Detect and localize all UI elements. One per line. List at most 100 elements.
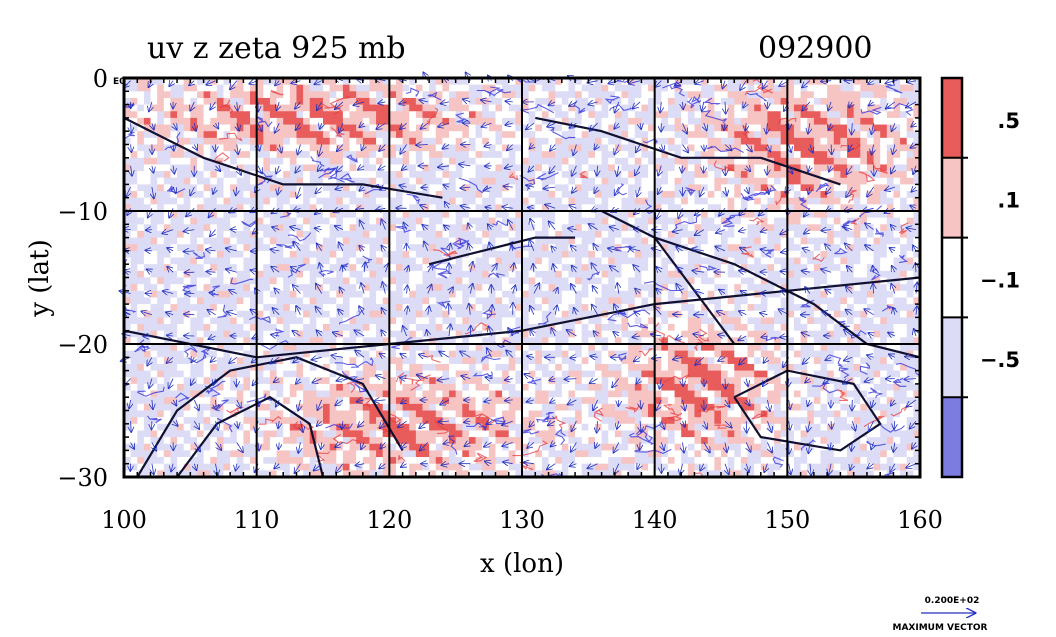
zeta-cell — [336, 250, 344, 258]
zeta-cell — [860, 137, 868, 145]
zeta-cell — [422, 310, 430, 318]
zeta-cell — [840, 197, 848, 205]
zeta-cell — [303, 144, 311, 152]
zeta-cell — [813, 317, 821, 325]
zeta-cell — [203, 290, 211, 298]
zeta-cell — [203, 277, 211, 285]
zeta-cell — [555, 270, 563, 278]
zeta-cell — [774, 344, 782, 352]
zeta-cell — [216, 111, 224, 119]
zeta-cell — [701, 297, 709, 305]
zeta-cell — [608, 217, 616, 225]
zeta-cell — [548, 111, 556, 119]
zeta-cell — [793, 124, 801, 132]
zeta-cell — [721, 224, 729, 232]
zeta-cell — [130, 117, 138, 125]
zeta-cell — [316, 131, 324, 139]
zeta-cell — [223, 350, 231, 358]
zeta-cell — [422, 324, 430, 332]
zeta-cell — [913, 310, 920, 318]
zeta-cell — [628, 297, 636, 305]
zeta-cell — [548, 84, 556, 92]
zeta-cell — [409, 224, 417, 232]
zeta-cell — [780, 117, 788, 125]
zeta-cell — [893, 317, 901, 325]
zeta-cell — [495, 191, 503, 199]
zeta-cell — [389, 217, 397, 225]
zeta-cell — [429, 111, 437, 119]
zeta-cell — [150, 171, 158, 179]
zeta-cell — [429, 337, 437, 345]
zeta-cell — [250, 97, 258, 105]
zeta-cell — [800, 124, 808, 132]
zeta-cell — [707, 197, 715, 205]
zeta-cell — [435, 244, 443, 252]
zeta-cell — [475, 171, 483, 179]
zeta-cell — [760, 250, 768, 258]
zeta-cell — [654, 304, 662, 312]
zeta-cell — [601, 104, 609, 112]
zeta-cell — [575, 277, 583, 285]
zeta-cell — [866, 104, 874, 112]
zeta-cell — [449, 111, 457, 119]
zeta-cell — [667, 264, 675, 272]
zeta-cell — [568, 230, 576, 238]
zeta-cell — [429, 78, 437, 86]
zeta-cell — [475, 317, 483, 325]
zeta-cell — [183, 211, 191, 219]
zeta-cell — [535, 91, 543, 99]
zeta-cell — [449, 337, 457, 345]
zeta-cell — [276, 284, 284, 292]
zeta-cell — [853, 111, 861, 119]
zeta-cell — [807, 217, 815, 225]
zeta-cell — [575, 297, 583, 305]
zeta-cell — [163, 237, 171, 245]
zeta-cell — [243, 84, 251, 92]
zeta-cell — [488, 257, 496, 265]
zeta-cell — [860, 290, 868, 298]
zeta-cell — [223, 111, 231, 119]
zeta-cell — [495, 117, 503, 125]
zeta-cell — [721, 237, 729, 245]
zeta-cell — [409, 297, 417, 305]
zeta-cell — [269, 78, 277, 86]
zeta-cell — [787, 237, 795, 245]
zeta-cell — [216, 284, 224, 292]
zeta-cell — [561, 211, 569, 219]
zeta-cell — [309, 237, 317, 245]
zeta-cell — [588, 84, 596, 92]
zeta-cell — [900, 197, 908, 205]
zeta-cell — [707, 297, 715, 305]
zeta-cell — [289, 164, 297, 172]
zeta-cell — [183, 237, 191, 245]
zeta-cell — [641, 330, 649, 338]
zeta-cell — [210, 344, 218, 352]
zeta-cell — [734, 117, 742, 125]
zeta-cell — [833, 111, 841, 119]
zeta-cell — [601, 297, 609, 305]
zeta-cell — [528, 137, 536, 145]
zeta-cell — [150, 197, 158, 205]
zeta-cell — [594, 350, 602, 358]
zeta-cell — [900, 317, 908, 325]
zeta-cell — [502, 297, 510, 305]
zeta-cell — [628, 104, 636, 112]
zeta-cell — [568, 78, 576, 86]
zeta-cell — [866, 137, 874, 145]
zeta-cell — [369, 337, 377, 345]
zeta-cell — [667, 337, 675, 345]
zeta-cell — [628, 197, 636, 205]
zeta-cell — [827, 337, 835, 345]
zeta-cell — [303, 330, 311, 338]
zeta-cell — [880, 91, 888, 99]
zeta-cell — [429, 310, 437, 318]
zeta-cell — [548, 277, 556, 285]
zeta-cell — [721, 304, 729, 312]
zeta-cell — [654, 257, 662, 265]
zeta-cell — [502, 304, 510, 312]
zeta-cell — [621, 164, 629, 172]
zeta-cell — [714, 284, 722, 292]
zeta-cell — [395, 104, 403, 112]
zeta-cell — [568, 250, 576, 258]
zeta-cell — [422, 257, 430, 265]
